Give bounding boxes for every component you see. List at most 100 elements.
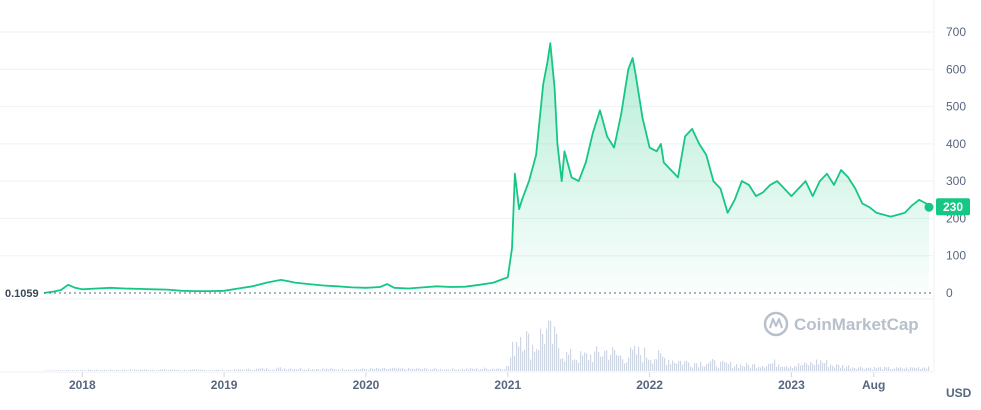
price-area-fill: [44, 43, 929, 294]
volume-bar: [270, 369, 272, 371]
volume-bar: [160, 369, 162, 371]
volume-bar: [550, 320, 552, 371]
volume-bar: [504, 369, 506, 371]
volume-bar: [528, 333, 530, 371]
volume-bar: [928, 366, 930, 371]
volume-bar: [378, 368, 380, 371]
volume-bar: [426, 368, 428, 371]
volume-bar: [278, 367, 280, 371]
volume-bar: [200, 369, 202, 371]
volume-bar: [542, 334, 544, 371]
volume-bar: [328, 369, 330, 371]
volume-bar: [290, 368, 292, 371]
volume-bar: [46, 370, 48, 371]
current-price-marker: 230: [924, 198, 970, 216]
volume-bar: [222, 369, 224, 371]
volume-bar: [674, 362, 676, 371]
volume-bar: [174, 369, 176, 371]
volume-bar: [702, 366, 704, 371]
volume-bar: [162, 369, 164, 371]
volume-bar: [806, 363, 808, 371]
x-axis: 2018 2019 2020 2021 2022 2023 Aug: [69, 372, 885, 392]
volume-bar: [804, 362, 806, 371]
volume-bar: [880, 367, 882, 371]
volume-bar: [322, 368, 324, 371]
volume-bar: [726, 362, 728, 371]
x-tick-label: 2021: [494, 378, 521, 392]
volume-bar: [808, 365, 810, 371]
volume-bar: [176, 369, 178, 371]
volume-bar: [228, 369, 230, 371]
volume-bar: [832, 365, 834, 371]
volume-bar: [458, 369, 460, 371]
volume-bar: [380, 369, 382, 371]
volume-bar: [122, 369, 124, 371]
volume-bar: [60, 370, 62, 371]
volume-bar: [794, 366, 796, 371]
volume-bar: [838, 364, 840, 371]
volume-bar: [848, 365, 850, 371]
volume-bar: [540, 328, 542, 371]
volume-bar: [312, 369, 314, 371]
volume-bar: [192, 369, 194, 371]
volume-bar: [742, 366, 744, 371]
volume-bar: [48, 370, 50, 371]
volume-bar: [220, 370, 222, 371]
volume-bar: [196, 369, 198, 371]
volume-bar: [266, 368, 268, 371]
volume-bar: [438, 369, 440, 371]
volume-bar: [548, 320, 550, 371]
y-tick-label: 0: [946, 286, 953, 300]
volume-bar: [330, 368, 332, 371]
volume-bar: [652, 363, 654, 371]
volume-bar: [76, 370, 78, 371]
volume-bar: [508, 366, 510, 371]
volume-bar: [616, 354, 618, 371]
volume-bar: [766, 366, 768, 371]
volume-bar: [826, 360, 828, 371]
volume-bar: [208, 370, 210, 371]
x-tick-label: 2022: [636, 378, 663, 392]
volume-bar: [648, 359, 650, 371]
volume-bars: [44, 320, 930, 371]
volume-bar: [758, 366, 760, 371]
volume-bar: [882, 369, 884, 371]
volume-bar: [444, 369, 446, 371]
volume-bar: [680, 360, 682, 371]
volume-bar: [834, 367, 836, 371]
y-tick-label: 100: [946, 249, 966, 263]
volume-bar: [646, 357, 648, 371]
watermark-text: CoinMarketCap: [794, 315, 919, 334]
volume-bar: [226, 370, 228, 371]
volume-bar: [676, 363, 678, 371]
volume-bar: [276, 368, 278, 371]
volume-bar: [892, 368, 894, 371]
x-tick-label: 2018: [69, 378, 96, 392]
volume-bar: [406, 369, 408, 371]
volume-bar: [698, 367, 700, 371]
volume-bar: [288, 369, 290, 371]
volume-bar: [658, 350, 660, 371]
volume-bar: [774, 359, 776, 371]
volume-bar: [484, 367, 486, 371]
volume-bar: [818, 364, 820, 371]
volume-bar: [410, 368, 412, 371]
volume-bar: [72, 370, 74, 371]
volume-bar: [460, 369, 462, 371]
volume-bar: [664, 358, 666, 371]
volume-bar: [580, 351, 582, 371]
volume-bar: [926, 368, 928, 371]
volume-bar: [256, 368, 258, 371]
volume-bar: [842, 364, 844, 371]
volume-bar: [480, 369, 482, 371]
x-tick-label: 2023: [778, 378, 805, 392]
volume-bar: [304, 369, 306, 371]
volume-bar: [442, 369, 444, 371]
x-tick-label: 2019: [211, 378, 238, 392]
volume-bar: [126, 370, 128, 371]
volume-bar: [764, 367, 766, 371]
current-price-tag: [936, 198, 970, 216]
volume-bar: [830, 364, 832, 371]
volume-bar: [416, 368, 418, 371]
